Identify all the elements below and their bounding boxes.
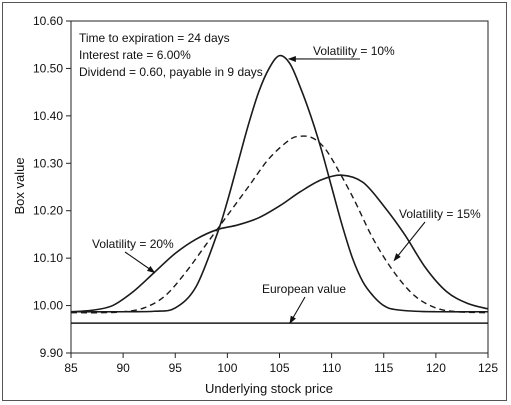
annotation-arrow [289, 296, 306, 324]
y-axis-label: Box value [12, 157, 27, 214]
y-tick-label: 10.00 [33, 299, 63, 313]
x-axis-label: Underlying stock price [205, 381, 333, 396]
volatility-15-label: Volatility = 15% [399, 207, 481, 221]
y-tick-label: 10.40 [33, 109, 63, 123]
volatility-15-dashed-line [70, 135, 489, 314]
x-tick-label: 100 [217, 361, 237, 375]
y-tick-label: 10.30 [33, 156, 63, 170]
y-tick-label: 10.60 [33, 14, 63, 28]
chart-figure: 85 90 95 100 105 110 115 120 125 9.90 10.00 10.10 10… [2, 2, 507, 401]
annotation-arrow [393, 221, 426, 262]
x-tick-label: 95 [169, 361, 183, 375]
x-tick-label: 125 [478, 361, 498, 375]
annotation-arrow [124, 251, 156, 273]
x-tick-label: 120 [426, 361, 446, 375]
x-tick-label: 90 [116, 361, 130, 375]
x-tick-label: 85 [64, 361, 78, 375]
volatility-20-line [70, 174, 489, 313]
y-tick-label: 10.10 [33, 251, 63, 265]
info-line: Dividend = 0.60, payable in 9 days [79, 65, 263, 79]
x-tick-label: 115 [374, 361, 393, 375]
x-tick-label: 105 [269, 361, 289, 375]
y-tick-label: 10.50 [33, 61, 63, 75]
volatility-10-line [70, 54, 489, 313]
european-value-label: European value [262, 282, 346, 296]
box-value-chart: 85 90 95 100 105 110 115 120 125 9.90 10.00 10.10 10… [12, 14, 498, 396]
info-line: Interest rate = 6.00% [79, 48, 191, 62]
volatility-10-label: Volatility = 10% [313, 44, 395, 58]
y-tick-label: 9.90 [40, 346, 64, 360]
volatility-20-label: Volatility = 20% [92, 237, 174, 251]
info-box: Time to expiration = 24 days Interest ra… [79, 31, 263, 79]
x-tick-label: 110 [322, 361, 341, 375]
y-tick-label: 10.20 [33, 204, 63, 218]
info-line: Time to expiration = 24 days [79, 31, 230, 45]
